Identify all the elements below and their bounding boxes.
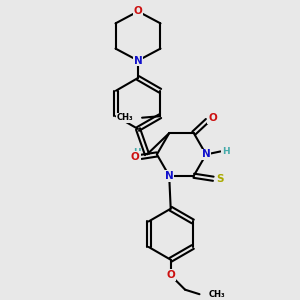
Text: H: H [133,148,140,158]
Text: S: S [216,174,224,184]
Text: O: O [166,270,175,280]
Text: O: O [208,113,217,123]
Text: N: N [165,171,174,181]
Text: O: O [131,152,140,162]
Text: N: N [202,149,211,159]
Text: H: H [222,147,230,156]
Text: N: N [134,56,142,66]
Text: CH₃: CH₃ [117,113,134,122]
Text: O: O [134,6,142,16]
Text: CH₃: CH₃ [208,290,225,299]
